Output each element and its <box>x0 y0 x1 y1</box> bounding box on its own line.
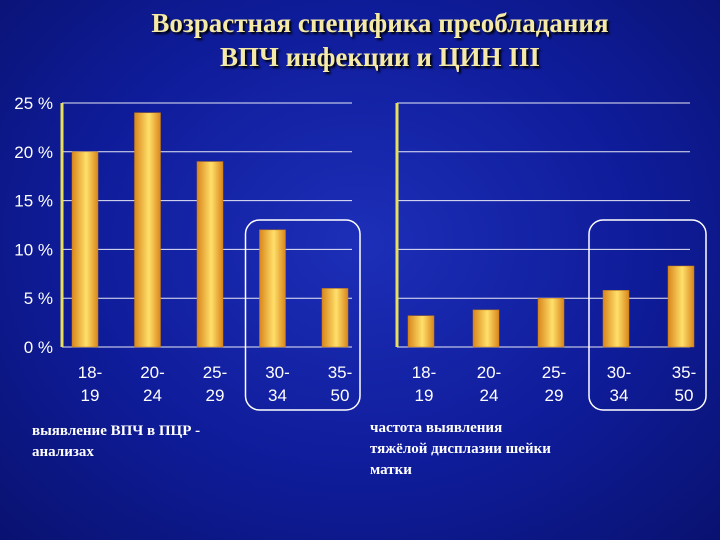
x-tick-label: 20-24 <box>477 363 502 405</box>
bar <box>537 297 565 348</box>
bar <box>667 265 695 348</box>
highlight-box <box>588 219 707 411</box>
bar <box>407 315 435 348</box>
x-tick-label: 35-50 <box>672 363 697 405</box>
right-chart-caption: частота выявления тяжёлой дисплазии шейк… <box>370 420 551 478</box>
slide-title: Возрастная специфика преобладания ВПЧ ин… <box>151 8 609 72</box>
bar <box>134 112 161 348</box>
bar <box>472 309 500 348</box>
bar <box>602 290 630 348</box>
x-tick-label: 30-34 <box>265 363 290 405</box>
x-tick-label: 20-24 <box>140 363 165 405</box>
chart-panel-2: 18-19 20-24 25-29 30-34 35-50 <box>395 102 707 411</box>
bar <box>71 151 99 348</box>
highlight-box <box>244 219 361 411</box>
y-tick-label: 20 % <box>14 143 53 162</box>
bar <box>259 229 286 348</box>
y-tick-label: 15 % <box>14 192 53 211</box>
y-tick-label: 0 % <box>24 338 53 357</box>
x-tick-label: 25-29 <box>542 363 567 405</box>
chart-panel-1: 0 % 5 % 10 % 15 % 20 % 25 % 18-19 20-24 25-29 30-… <box>14 94 361 411</box>
x-tick-label: 35-50 <box>328 363 353 405</box>
x-tick-label: 18-19 <box>78 363 103 405</box>
x-tick-label: 30-34 <box>607 363 632 405</box>
bar <box>321 288 349 348</box>
x-tick-label: 25-29 <box>203 363 228 405</box>
y-tick-label: 5 % <box>24 289 53 308</box>
y-tick-label: 10 % <box>14 240 53 259</box>
bar <box>196 161 224 348</box>
y-tick-label: 25 % <box>14 94 53 113</box>
x-tick-label: 18-19 <box>412 363 437 405</box>
left-chart-caption: выявление ВПЧ в ПЦР - анализах <box>32 423 201 460</box>
